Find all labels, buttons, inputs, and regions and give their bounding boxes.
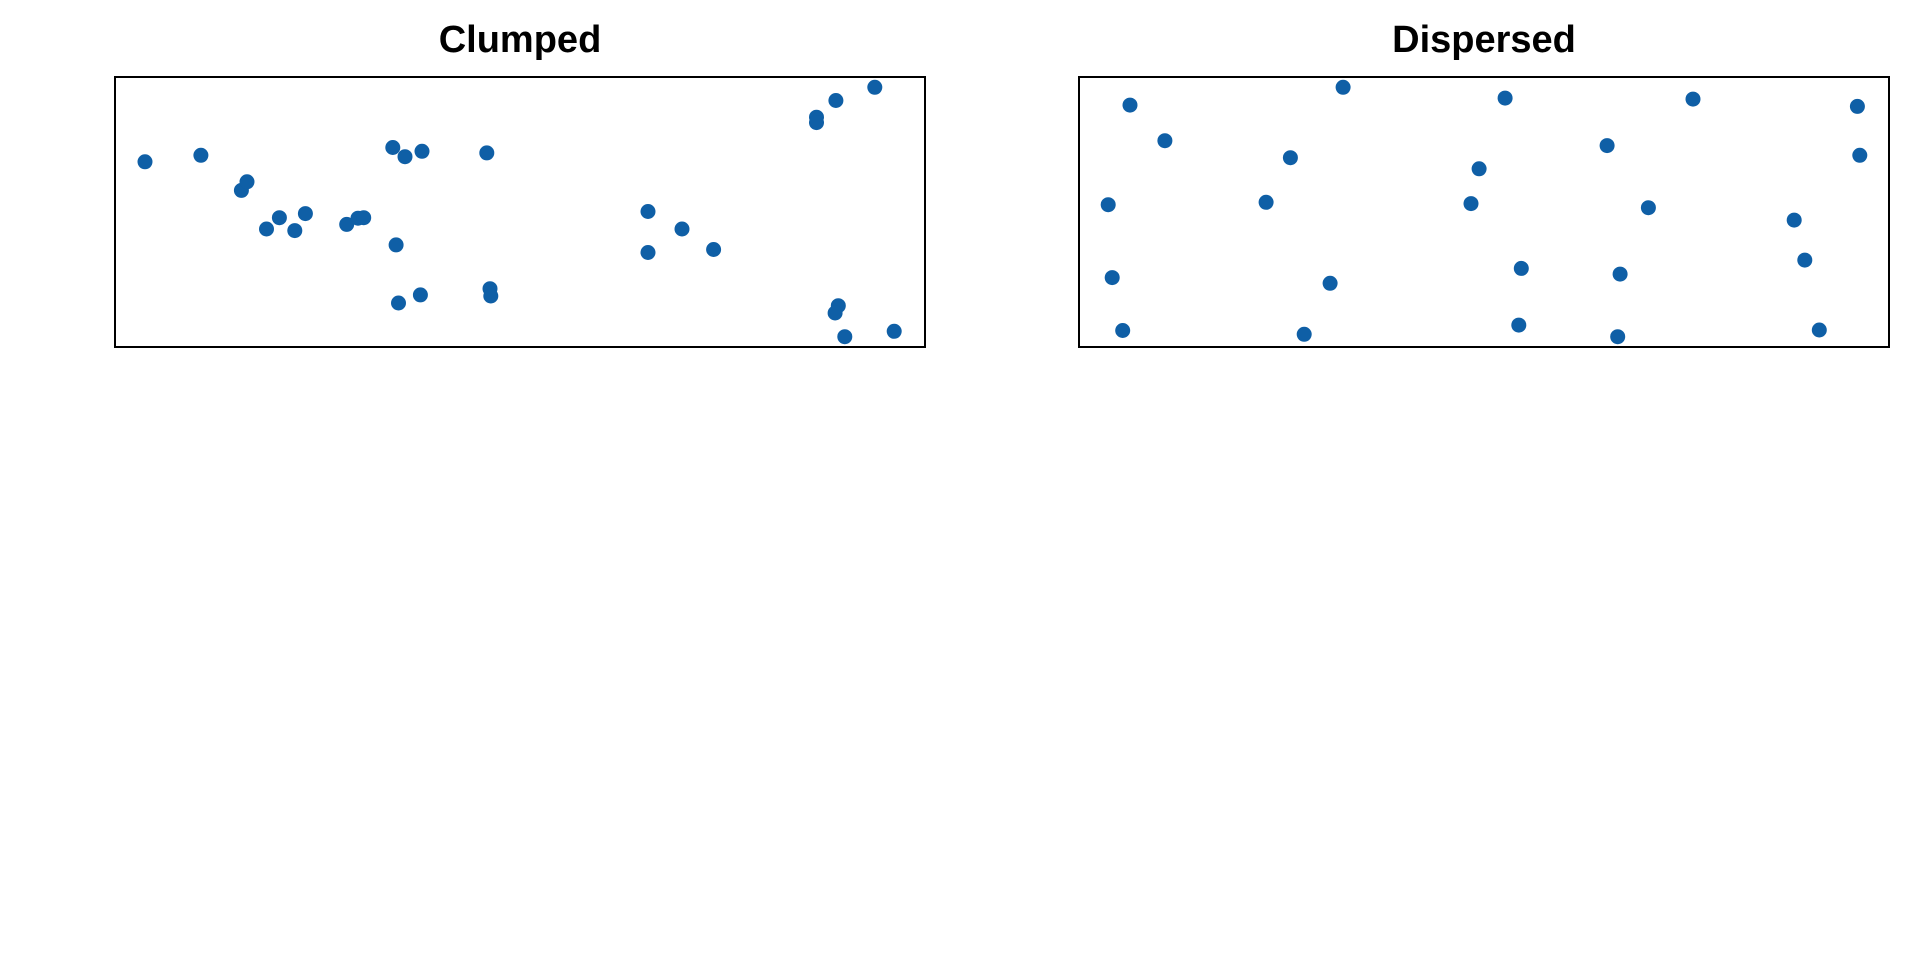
point-dispersed-2 (1497, 90, 1513, 106)
point-dispersed-1 (1335, 79, 1351, 95)
point-dispersed-8 (1599, 138, 1615, 154)
point-clumped-13 (414, 143, 430, 159)
point-clumped-11 (385, 140, 401, 155)
point-dispersed-24 (1811, 322, 1827, 338)
point-clumped-17 (479, 145, 495, 161)
point-clumped-20 (640, 204, 656, 219)
point-dispersed-5 (1157, 133, 1173, 149)
point-dispersed-13 (1640, 200, 1656, 216)
point-dispersed-17 (1513, 260, 1529, 276)
plot-frame-clumped (114, 76, 926, 348)
points-clumped (137, 79, 902, 345)
point-dispersed-9 (1852, 147, 1868, 163)
point-clumped-10 (356, 210, 372, 226)
point-clumped-8 (339, 216, 355, 232)
point-clumped-0 (137, 154, 153, 170)
point-clumped-19 (483, 288, 499, 304)
point-clumped-4 (259, 221, 274, 237)
point-clumped-15 (391, 295, 406, 311)
point-clumped-7 (297, 206, 313, 222)
point-clumped-29 (827, 305, 843, 321)
point-dispersed-19 (1797, 252, 1813, 268)
point-clumped-30 (837, 329, 853, 345)
point-dispersed-10 (1100, 197, 1116, 213)
panel-title-dispersed: Dispersed (1392, 19, 1576, 61)
point-clumped-16 (412, 287, 428, 303)
point-dispersed-20 (1115, 323, 1131, 338)
point-clumped-3 (239, 174, 255, 190)
point-clumped-26 (828, 93, 844, 108)
point-dispersed-11 (1258, 194, 1274, 210)
point-clumped-21 (674, 221, 690, 237)
point-dispersed-4 (1849, 98, 1865, 114)
point-dispersed-22 (1511, 317, 1527, 333)
point-dispersed-6 (1282, 150, 1298, 166)
point-clumped-22 (640, 245, 656, 260)
panel-dispersed: Dispersed (1078, 19, 1890, 348)
point-clumped-6 (287, 223, 303, 239)
point-dispersed-16 (1322, 275, 1338, 291)
point-dispersed-0 (1122, 97, 1138, 113)
point-dispersed-3 (1685, 91, 1701, 107)
plot-frame-dispersed (1078, 76, 1890, 348)
point-clumped-12 (397, 149, 413, 165)
point-clumped-1 (193, 147, 209, 163)
point-clumped-25 (809, 115, 824, 131)
point-clumped-14 (388, 237, 404, 253)
panel-clumped: Clumped (114, 19, 926, 348)
points-dispersed (1100, 79, 1868, 345)
point-dispersed-21 (1296, 326, 1312, 342)
point-dispersed-12 (1463, 196, 1479, 212)
point-dispersed-7 (1471, 161, 1487, 177)
point-dispersed-23 (1610, 329, 1626, 345)
panel-title-clumped: Clumped (439, 19, 602, 61)
point-clumped-27 (867, 79, 883, 95)
point-clumped-31 (886, 323, 902, 339)
point-clumped-5 (271, 210, 287, 226)
point-dispersed-14 (1786, 212, 1802, 228)
point-dispersed-18 (1612, 266, 1628, 282)
point-clumped-23 (706, 242, 722, 257)
point-dispersed-15 (1104, 270, 1120, 286)
